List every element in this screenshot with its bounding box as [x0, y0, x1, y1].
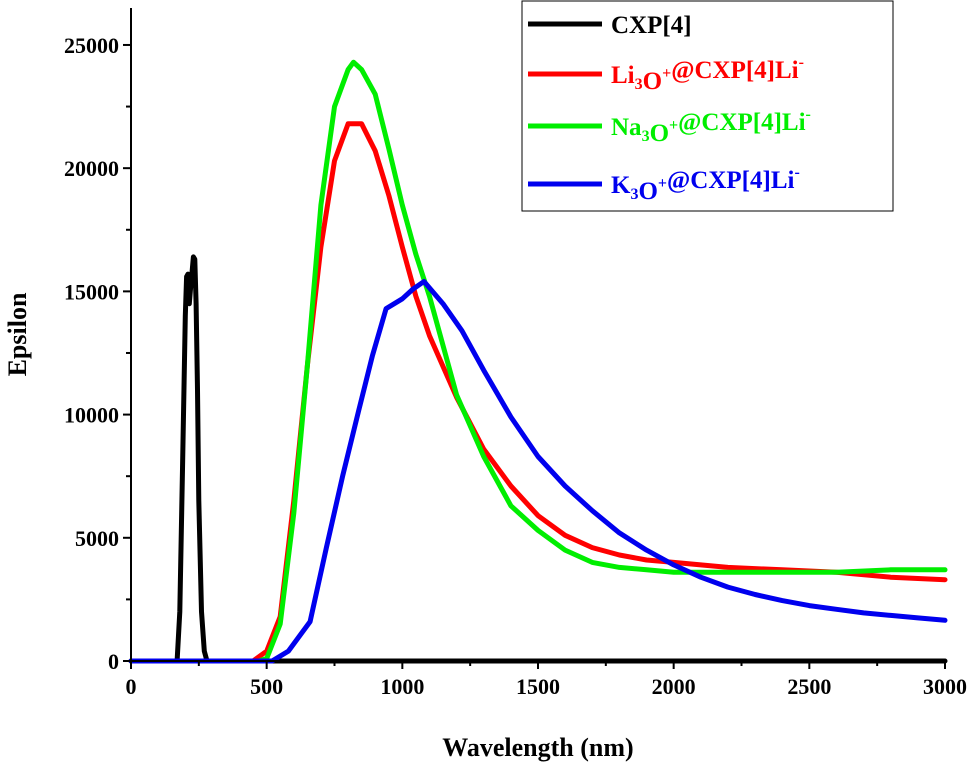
series-line-2 — [128, 59, 948, 664]
y-tick-label: 0 — [108, 649, 119, 674]
series-line-0 — [128, 254, 948, 664]
x-tick-label: 0 — [126, 674, 137, 699]
legend-label-2: Na3O+@CXP[4]Li- — [611, 106, 811, 147]
y-tick-label: 20000 — [64, 156, 119, 181]
x-axis-ticks: 0 500 1000 1500 2000 2500 3000 — [126, 661, 967, 699]
y-axis-ticks: 0 5000 10000 15000 20000 25000 — [64, 33, 131, 674]
x-tick-label: 2500 — [787, 674, 831, 699]
x-tick-label: 2000 — [652, 674, 696, 699]
y-axis-title: Epsilon — [3, 292, 32, 376]
x-axis-title: Wavelength (nm) — [442, 733, 633, 762]
y-tick-label: 5000 — [75, 526, 119, 551]
plot-lines — [128, 59, 948, 664]
legend-label-3: K3O+@CXP[4]Li- — [611, 164, 800, 205]
series-line-3 — [128, 279, 948, 664]
legend-label-0: CXP[4] — [611, 12, 692, 39]
x-tick-label: 1500 — [516, 674, 560, 699]
x-tick-label: 500 — [250, 674, 283, 699]
x-tick-label: 3000 — [923, 674, 967, 699]
axes: 0 500 1000 1500 2000 2500 3000 0 5000 10000 15000… — [64, 8, 967, 699]
y-tick-label: 15000 — [64, 279, 119, 304]
legend-label-1: Li3O+@CXP[4]Li- — [611, 54, 804, 95]
y-tick-label: 25000 — [64, 33, 119, 58]
y-tick-label: 10000 — [64, 403, 119, 428]
x-tick-label: 1000 — [380, 674, 424, 699]
legend: CXP[4] Li3O+@CXP[4]Li- Na3O+@CXP[4]Li- K3O+… — [521, 0, 894, 212]
legend-box — [521, 0, 894, 212]
